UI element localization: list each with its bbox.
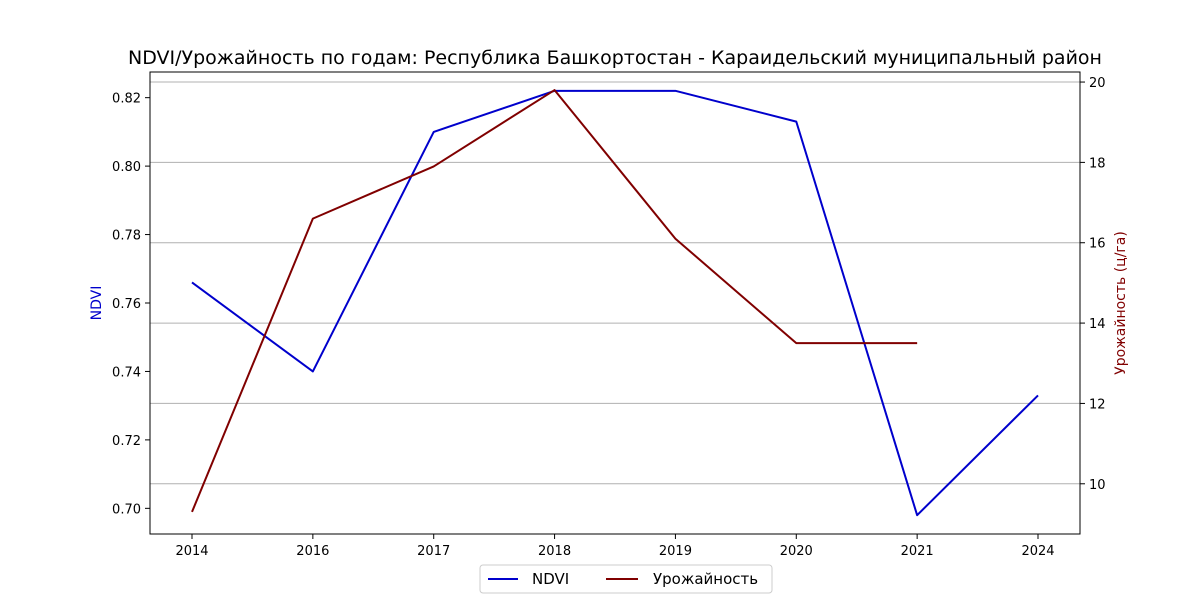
- y-left-tick-label: 0.80: [112, 160, 141, 175]
- y-left-tick-label: 0.74: [112, 365, 141, 380]
- y-right-tick-label: 10: [1089, 478, 1106, 493]
- legend: NDVI Урожайность: [479, 564, 773, 594]
- chart-title: NDVI/Урожайность по годам: Республика Ба…: [128, 47, 1102, 69]
- y-right-tick-label: 16: [1089, 237, 1106, 252]
- series-line-ndvi: [191, 89, 1039, 517]
- y-right-tick-label: 18: [1089, 156, 1106, 171]
- y-right-tick-label: 20: [1089, 76, 1106, 91]
- x-tick-label: 2016: [296, 544, 329, 559]
- x-tick-label: 2014: [175, 544, 208, 559]
- x-tick-label: 2021: [901, 544, 934, 559]
- x-tick-label: 2018: [538, 544, 571, 559]
- legend-ndvi-label: NDVI: [532, 570, 569, 588]
- x-tick-label: 2020: [780, 544, 813, 559]
- y-left-tick-label: 0.82: [112, 92, 141, 107]
- y-left-tick-label: 0.70: [112, 502, 141, 517]
- legend-yield-label: Урожайность: [653, 570, 758, 588]
- grid-lines: [150, 81, 1080, 485]
- y-left-tick-label: 0.76: [112, 297, 141, 312]
- y-right-tick-label: 14: [1089, 317, 1106, 332]
- y-axis-right-label: Урожайность (ц/га): [1113, 231, 1129, 375]
- y-left-tick-label: 0.78: [112, 229, 141, 244]
- series-line-yield: [191, 89, 918, 513]
- x-axis: 2014 2016 2017 2018 2019 2020 2021 2024: [175, 534, 1055, 559]
- plot-frame: [149, 71, 1081, 535]
- x-tick-label: 2019: [659, 544, 692, 559]
- x-tick-label: 2017: [417, 544, 450, 559]
- y-axis-right: 10 12 14 16 18 20: [1080, 76, 1106, 493]
- series-lines: [191, 89, 1039, 517]
- x-tick-label: 2024: [1021, 544, 1054, 559]
- y-right-tick-label: 12: [1089, 397, 1106, 412]
- y-left-tick-label: 0.72: [112, 434, 141, 449]
- y-axis-left-label: NDVI: [89, 286, 105, 321]
- y-axis-left: 0.70 0.72 0.74 0.76 0.78 0.80 0.82: [112, 92, 150, 517]
